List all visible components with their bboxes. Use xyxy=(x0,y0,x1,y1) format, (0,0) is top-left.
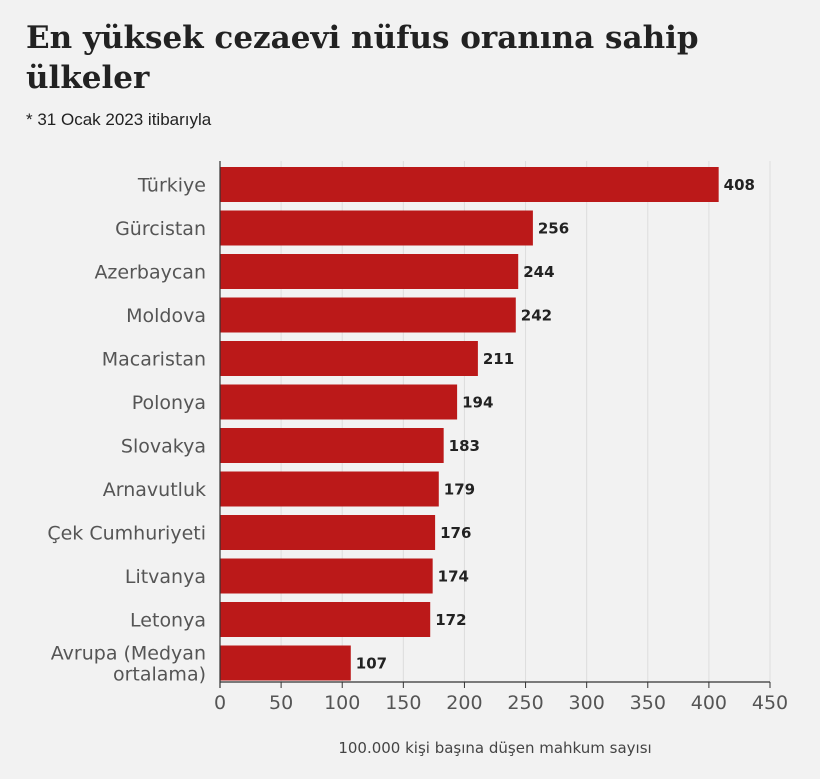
bar xyxy=(220,167,719,202)
category-label: Gürcistan xyxy=(115,218,206,240)
value-label: 256 xyxy=(538,220,569,238)
bar xyxy=(220,428,444,463)
x-tick-label: 400 xyxy=(691,692,727,714)
value-label: 176 xyxy=(440,524,471,542)
bar xyxy=(220,602,431,637)
bar xyxy=(220,515,436,550)
bar xyxy=(220,254,519,289)
x-tick-label: 200 xyxy=(446,692,482,714)
grid-lines xyxy=(280,161,771,682)
value-label: 242 xyxy=(521,307,552,325)
category-label: Letonya xyxy=(130,610,206,632)
value-label: 183 xyxy=(449,437,480,455)
category-labels: Türkiye Gürcistan Azerbaycan Moldova Macaris… xyxy=(47,175,206,686)
category-label: Macaristan xyxy=(102,349,206,371)
value-label: 172 xyxy=(435,611,466,629)
x-tick-label: 100 xyxy=(324,692,360,714)
category-label: Arnavutluk xyxy=(103,479,206,501)
chart-title: En yüksek cezaevi nüfus oranına sahip ül… xyxy=(26,20,699,96)
category-label: Türkiye xyxy=(137,175,206,197)
category-label: Avrupa (Medyan xyxy=(51,643,206,665)
value-label: 174 xyxy=(438,568,469,586)
value-label: 211 xyxy=(483,350,514,368)
bar xyxy=(220,341,478,376)
bar xyxy=(220,471,439,507)
bar xyxy=(220,384,458,420)
value-labels: 408 256 244 242 211 194 183 179 176 174 172 107 xyxy=(356,176,755,673)
x-axis: 0 50 100 150 200 250 300 350 400 450 xyxy=(214,161,788,714)
category-label: Slovakya xyxy=(121,436,206,458)
category-label: Moldova xyxy=(126,305,206,327)
x-tick-label: 350 xyxy=(630,692,666,714)
bar xyxy=(220,297,516,333)
category-label: Litvanya xyxy=(125,566,206,588)
x-tick-label: 0 xyxy=(214,692,226,714)
category-label: Çek Cumhuriyeti xyxy=(47,523,206,545)
value-label: 179 xyxy=(444,481,475,499)
bar xyxy=(220,645,351,681)
x-tick-label: 150 xyxy=(385,692,421,714)
x-tick-label: 300 xyxy=(569,692,605,714)
bar xyxy=(220,558,433,594)
category-label: Azerbaycan xyxy=(94,262,206,284)
bars xyxy=(220,167,719,681)
x-tick-label: 250 xyxy=(507,692,543,714)
bar xyxy=(220,210,533,246)
value-label: 408 xyxy=(724,176,755,194)
x-axis-label: 100.000 kişi başına düşen mahkum sayısı xyxy=(338,739,651,757)
chart-subtitle: * 31 Ocak 2023 itibarıyla xyxy=(26,110,212,129)
value-label: 107 xyxy=(356,655,387,673)
x-tick-label: 450 xyxy=(752,692,788,714)
category-label: Polonya xyxy=(132,392,206,414)
category-label: ortalama) xyxy=(113,664,206,686)
value-label: 244 xyxy=(523,263,554,281)
x-tick-label: 50 xyxy=(269,692,293,714)
value-label: 194 xyxy=(462,394,493,412)
